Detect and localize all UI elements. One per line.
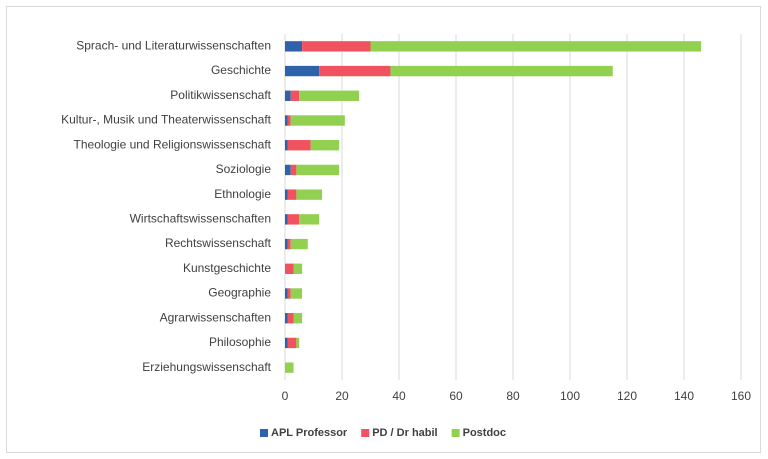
y-tick-label: Agrarwissenschaften (160, 310, 271, 324)
bar-segment (310, 140, 340, 151)
y-tick-label: Erziehungswissenschaft (142, 360, 271, 374)
bar-segment (287, 313, 294, 324)
bar-segment (285, 337, 288, 349)
bar-segment (285, 313, 288, 324)
bar-segment (299, 214, 320, 225)
y-tick-label: Politikwissenschaft (170, 88, 271, 102)
bar-segment (285, 90, 291, 101)
bar-segment (285, 362, 294, 373)
legend-label: APL Professor (271, 427, 348, 439)
x-tick-label: 0 (282, 389, 289, 403)
bar-segment (287, 288, 291, 299)
bar-segment (285, 115, 288, 126)
bar-segment (290, 164, 297, 176)
x-tick-label: 100 (560, 389, 580, 403)
bar-segment (296, 337, 300, 349)
bar-segment (290, 115, 345, 126)
bar-segment (299, 90, 360, 101)
bar-segment (390, 65, 613, 77)
bar-segment (296, 189, 323, 200)
bar-segment (290, 238, 308, 250)
bar-segment (296, 164, 340, 176)
y-tick-label: Ethnologie (214, 187, 271, 201)
bar-segment (287, 140, 311, 151)
y-tick-label: Kultur-, Musik und Theaterwissenschaft (61, 113, 272, 127)
legend-swatch (451, 429, 460, 437)
bar-segment (293, 313, 303, 324)
y-tick-label: Rechtswissenschaft (165, 236, 272, 250)
bar-segment (285, 263, 294, 274)
bar-segment (287, 189, 297, 200)
bar-segment (285, 65, 320, 77)
bar-segment (290, 288, 303, 299)
y-tick-label: Soziologie (216, 162, 272, 176)
y-tick-label: Sprach- und Literaturwissenschaften (76, 39, 271, 53)
x-tick-label: 20 (335, 389, 349, 403)
y-tick-label: Wirtschaftswissenschaften (130, 212, 271, 226)
y-tick-label: Philosophie (209, 335, 271, 349)
bar-segment (285, 238, 288, 250)
bar-segment (285, 288, 288, 299)
bar-segment (287, 337, 297, 349)
x-tick-label: 160 (731, 389, 751, 403)
x-tick-label: 40 (392, 389, 406, 403)
bar-segment (287, 214, 300, 225)
bar-segment (285, 41, 303, 52)
bar-segment (290, 90, 300, 101)
bar-segment (293, 263, 303, 274)
x-tick-label: 60 (449, 389, 463, 403)
y-tick-label: Theologie und Religionswissenschaft (74, 137, 272, 151)
y-tick-label: Kunstgeschichte (183, 261, 271, 275)
bar-segment (285, 189, 288, 200)
legend-swatch (361, 429, 370, 437)
x-tick-label: 140 (674, 389, 694, 403)
bar-segment (287, 115, 291, 126)
legend-swatch (260, 429, 268, 437)
bar-segment (285, 164, 291, 176)
bar-segment (302, 41, 371, 52)
bar-segment (319, 65, 391, 77)
bar-segment (287, 238, 291, 250)
x-tick-label: 120 (617, 389, 637, 403)
y-tick-label: Geographie (208, 286, 271, 300)
legend-label: PD / Dr habil (372, 427, 437, 439)
legend-label: Postdoc (463, 427, 506, 439)
bar-segment (285, 214, 288, 225)
chart-border (6, 6, 761, 453)
x-tick-label: 80 (506, 389, 520, 403)
bar-segment (285, 140, 288, 151)
bar-segment (370, 41, 702, 52)
y-tick-label: Geschichte (211, 63, 271, 77)
